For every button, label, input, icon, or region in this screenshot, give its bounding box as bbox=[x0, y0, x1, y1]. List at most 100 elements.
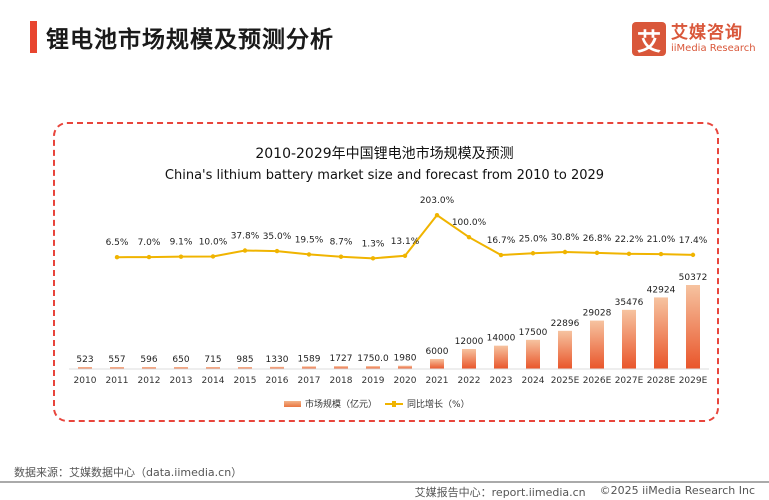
bar-value-label: 985 bbox=[236, 355, 253, 365]
growth-label: 9.1% bbox=[170, 238, 193, 248]
growth-label: 10.0% bbox=[199, 237, 228, 247]
x-tick-label: 2012 bbox=[138, 376, 161, 386]
bar-value-label: 50372 bbox=[679, 273, 708, 283]
growth-label: 25.0% bbox=[519, 234, 548, 244]
bar bbox=[334, 366, 348, 369]
x-tick-label: 2023 bbox=[490, 376, 513, 386]
bar bbox=[686, 285, 700, 369]
growth-label: 100.0% bbox=[452, 218, 487, 228]
footer-divider bbox=[0, 481, 769, 483]
logo: 艾 艾媒咨询 iiMedia Research bbox=[632, 22, 756, 56]
growth-label: 22.2% bbox=[615, 235, 644, 245]
growth-label: 16.7% bbox=[487, 236, 516, 246]
chart-title: 2010-2029年中国锂电池市场规模及预测 bbox=[255, 146, 514, 162]
footer: 艾媒报告中心：report.iimedia.cn ©2025 iiMedia R… bbox=[415, 484, 755, 500]
x-tick-label: 2011 bbox=[106, 376, 129, 386]
bar-value-label: 17500 bbox=[519, 328, 548, 338]
bar bbox=[462, 348, 476, 369]
growth-label: 30.8% bbox=[551, 233, 580, 243]
x-tick-label: 2015 bbox=[234, 376, 257, 386]
bar-value-label: 14000 bbox=[487, 334, 516, 344]
bar bbox=[654, 297, 668, 369]
bar bbox=[78, 367, 92, 369]
growth-label: 6.5% bbox=[106, 238, 129, 248]
legend-bar-label: 市场规模（亿元） bbox=[305, 400, 378, 410]
growth-label: 1.3% bbox=[362, 239, 385, 249]
x-tick-label: 2014 bbox=[202, 376, 225, 386]
title-accent-bar bbox=[30, 21, 37, 53]
legend: 市场规模（亿元） 同比增长（%） bbox=[284, 397, 470, 410]
bar bbox=[174, 367, 188, 369]
bar-value-label: 1589 bbox=[298, 354, 321, 364]
x-tick-label: 2025E bbox=[551, 376, 580, 386]
bar bbox=[398, 365, 412, 369]
logo-en: iiMedia Research bbox=[671, 42, 756, 54]
bar-value-label: 1330 bbox=[266, 355, 289, 365]
x-tick-label: 2013 bbox=[170, 376, 193, 386]
bar bbox=[366, 366, 380, 369]
growth-label: 13.1% bbox=[391, 237, 420, 247]
bar bbox=[238, 367, 252, 369]
chart-frame bbox=[53, 122, 719, 422]
x-tick-label: 2026E bbox=[583, 376, 612, 386]
growth-label: 26.8% bbox=[583, 234, 612, 244]
bar-value-label: 715 bbox=[204, 355, 221, 365]
x-tick-label: 2020 bbox=[394, 376, 417, 386]
bar bbox=[590, 320, 604, 369]
growth-label: 37.8% bbox=[231, 232, 260, 242]
logo-cn: 艾媒咨询 bbox=[671, 22, 743, 43]
x-tick-label: 2022 bbox=[458, 376, 481, 386]
page-title: 锂电池市场规模及预测分析 bbox=[46, 27, 334, 53]
bar bbox=[622, 309, 636, 369]
bar-value-label: 523 bbox=[76, 355, 93, 365]
x-tick-label: 2016 bbox=[266, 376, 289, 386]
copyright: ©2025 iiMedia Research Inc bbox=[599, 484, 755, 497]
bar-value-label: 650 bbox=[172, 355, 189, 365]
growth-line bbox=[116, 213, 694, 260]
growth-label: 7.0% bbox=[138, 238, 161, 248]
x-tick-label: 2010 bbox=[74, 376, 97, 386]
bar-value-label: 1750.0 bbox=[357, 354, 389, 364]
legend-bar-swatch bbox=[284, 400, 301, 407]
bar bbox=[558, 330, 572, 369]
report-link[interactable]: 艾媒报告中心：report.iimedia.cn bbox=[414, 486, 586, 499]
bar-value-label: 557 bbox=[108, 355, 125, 365]
bar bbox=[270, 366, 284, 369]
bar-value-label: 35476 bbox=[615, 298, 644, 308]
x-tick-label: 2027E bbox=[615, 376, 644, 386]
growth-label: 8.7% bbox=[330, 238, 353, 248]
growth-label: 21.0% bbox=[647, 235, 676, 245]
bar bbox=[430, 358, 444, 369]
bar bbox=[526, 339, 540, 369]
x-tick-label: 2028E bbox=[647, 376, 676, 386]
chart-subtitle: China's lithium battery market size and … bbox=[164, 168, 605, 183]
bar-value-label: 42924 bbox=[647, 285, 676, 295]
x-tick-label: 2021 bbox=[426, 376, 449, 386]
x-tick-label: 2024 bbox=[522, 376, 545, 386]
bar bbox=[110, 367, 124, 369]
bar-value-label: 29028 bbox=[583, 309, 612, 319]
x-tick-label: 2017 bbox=[298, 376, 321, 386]
growth-label: 17.4% bbox=[679, 236, 708, 246]
legend-line-swatch bbox=[385, 400, 404, 407]
bar-value-label: 596 bbox=[140, 355, 157, 365]
bar bbox=[494, 345, 508, 369]
bar-value-label: 12000 bbox=[455, 337, 484, 347]
bar bbox=[206, 367, 220, 369]
x-tick-label: 2019 bbox=[362, 376, 385, 386]
growth-label: 35.0% bbox=[263, 232, 292, 242]
legend-line-label: 同比增长（%） bbox=[407, 400, 470, 410]
x-tick-label: 2029E bbox=[679, 376, 708, 386]
bar-value-label: 6000 bbox=[426, 347, 449, 357]
bar-value-label: 1980 bbox=[394, 354, 417, 364]
bar-value-label: 1727 bbox=[330, 354, 353, 364]
bar bbox=[142, 367, 156, 369]
bar bbox=[302, 366, 316, 369]
growth-label: 19.5% bbox=[295, 235, 324, 245]
bar-value-label: 22896 bbox=[551, 319, 580, 329]
logo-mark: 艾 bbox=[632, 22, 666, 56]
growth-label: 203.0% bbox=[420, 196, 455, 206]
x-tick-label: 2018 bbox=[330, 376, 353, 386]
data-source: 数据来源：艾媒数据中心（data.iimedia.cn） bbox=[14, 466, 243, 479]
